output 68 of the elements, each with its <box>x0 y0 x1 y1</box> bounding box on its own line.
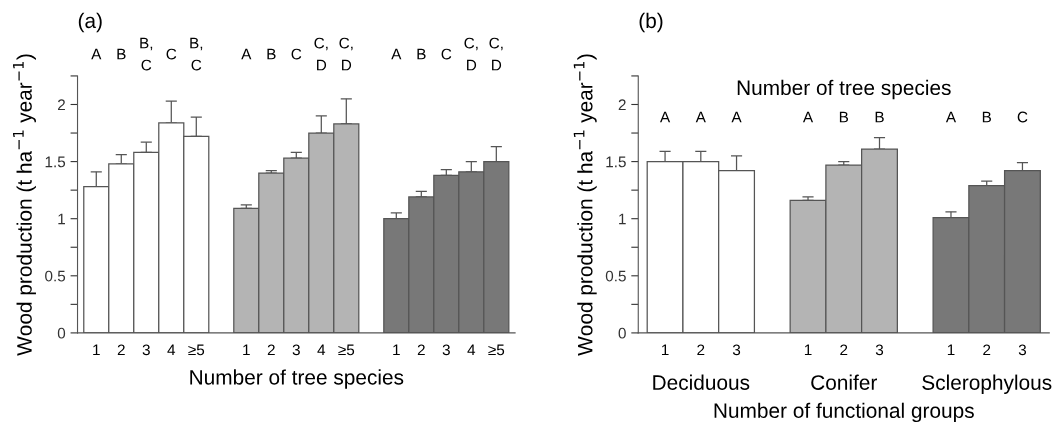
text: (a) <box>78 12 102 33</box>
x-tick-label: 1 <box>243 344 250 356</box>
annotation: C <box>1017 111 1028 123</box>
y-tick-label: 0.5 <box>45 270 66 282</box>
y-tick-label: 0 <box>618 327 626 339</box>
x-axis-title: Number of tree species <box>190 369 404 389</box>
x-tick-label: 4 <box>167 344 176 356</box>
text: Sclerophylous <box>922 374 1052 395</box>
x-tick-label: ≥5 <box>488 344 505 356</box>
x-tick-label: 3 <box>442 344 450 356</box>
y-tick-label: 0.5 <box>605 270 626 282</box>
text: C, D <box>489 37 503 71</box>
x-tick-label: ≥5 <box>188 344 205 356</box>
x-tick-label: 2 <box>267 344 275 356</box>
annotation: A <box>660 111 671 123</box>
x-tick-label: 1 <box>947 344 955 356</box>
text: B <box>267 48 276 60</box>
text: B <box>117 48 126 60</box>
x-tick-label: ≥5 <box>338 344 355 356</box>
x-tick-label: 3 <box>292 344 300 356</box>
text: C <box>441 48 452 60</box>
x-tick-label: 1 <box>393 344 400 356</box>
x-axis-title: Number of functional groups <box>714 402 974 423</box>
x-tick-label: 3 <box>1018 344 1027 356</box>
annotation: A <box>695 111 706 123</box>
annotation: A <box>802 111 814 123</box>
x-tick-label: 2 <box>117 344 125 356</box>
text: A <box>241 48 252 60</box>
annotation: B <box>982 111 991 123</box>
y-axis-title: Wood production (t ha$^{−1}$ year$^{−1}$) <box>573 54 597 356</box>
y-tick-label: 2 <box>57 99 65 111</box>
text: C <box>166 48 177 60</box>
x-tick-label: 3 <box>732 344 741 356</box>
y-tick-label: 1 <box>58 213 65 225</box>
x-tick-label: 1 <box>661 344 669 356</box>
text: B, C <box>140 37 153 71</box>
annotation: B <box>875 111 884 123</box>
text: B <box>417 48 426 60</box>
text: A <box>391 48 402 60</box>
text: C <box>291 48 302 60</box>
x-tick-label: 2 <box>983 344 991 356</box>
text: Deciduous <box>653 374 750 390</box>
text: C, D <box>314 37 328 71</box>
annotation: B <box>839 111 849 123</box>
annotation: A <box>731 111 742 123</box>
y-axis-title: Wood production (t ha$^{−1}$ year$^{−1}$) <box>13 54 36 356</box>
text: (b) <box>639 12 663 33</box>
y-tick-label: 0 <box>57 327 66 339</box>
annotation: A <box>945 111 957 123</box>
x-tick-label: 3 <box>142 344 150 356</box>
y-tick-label: 2 <box>618 99 626 111</box>
text: C, D <box>464 37 478 71</box>
x-tick-label: 3 <box>875 344 884 356</box>
chart-title: Number of tree species <box>737 79 951 100</box>
y-tick-label: 1.5 <box>45 156 66 168</box>
text: A <box>91 48 102 60</box>
text: Conifer <box>811 374 877 390</box>
text: C, D <box>339 37 353 71</box>
x-tick-label: 4 <box>467 344 476 356</box>
x-tick-label: 1 <box>93 344 100 356</box>
y-tick-label: 1.5 <box>606 156 626 168</box>
x-tick-label: 2 <box>697 344 705 356</box>
y-tick-label: 1 <box>619 213 626 225</box>
x-tick-label: 1 <box>804 344 812 356</box>
x-tick-label: 4 <box>317 344 326 356</box>
x-tick-label: 2 <box>417 344 425 356</box>
x-tick-label: 2 <box>840 344 848 356</box>
text: B, C <box>190 37 203 71</box>
